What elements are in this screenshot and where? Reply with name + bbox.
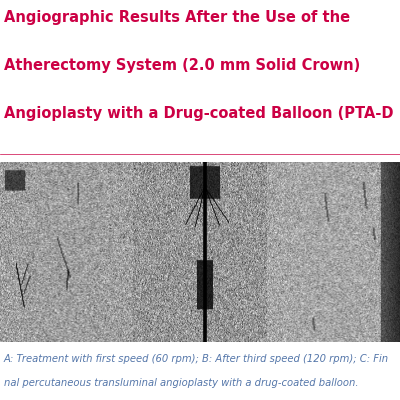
Text: Atherectomy System (2.0 mm Solid Crown): Atherectomy System (2.0 mm Solid Crown) xyxy=(4,58,360,73)
Text: After 1st speed
CSi: After 1st speed CSi xyxy=(0,257,45,276)
Text: After 3rd speed CSi: After 3rd speed CSi xyxy=(164,262,238,271)
Text: A: Treatment with first speed (60 rpm); B: After third speed (120 rpm); C: Fin: A: Treatment with first speed (60 rpm); … xyxy=(4,354,389,364)
Text: Angiographic Results After the Use of the: Angiographic Results After the Use of th… xyxy=(4,10,350,25)
Text: B: B xyxy=(137,166,147,179)
Text: Angioplasty with a Drug-coated Balloon (PTA-D: Angioplasty with a Drug-coated Balloon (… xyxy=(4,106,394,121)
Text: nal percutaneous transluminal angioplasty with a drug-coated balloon.: nal percutaneous transluminal angioplast… xyxy=(4,378,358,388)
Text: C: C xyxy=(271,166,280,179)
